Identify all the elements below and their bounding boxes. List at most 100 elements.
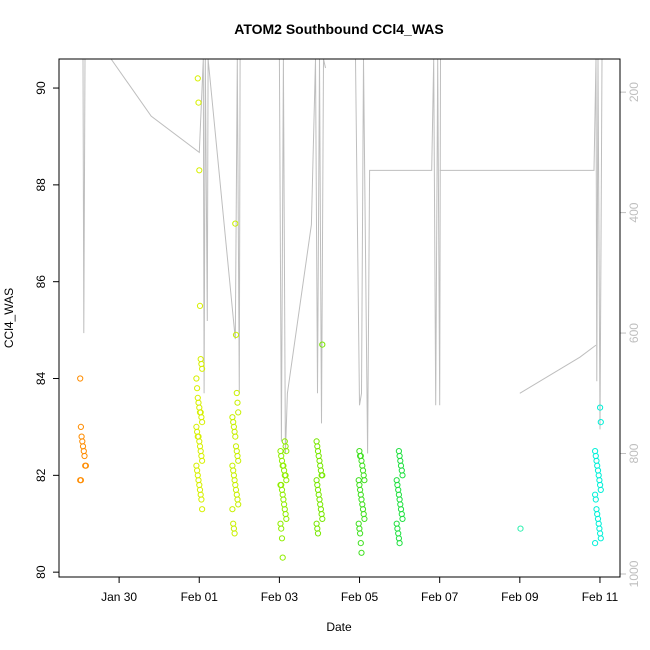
secondary-line-segment [82,58,86,334]
data-point [283,515,290,523]
data-point [229,414,236,421]
data-point [232,433,239,440]
data-point [229,506,236,513]
secondary-y-axis: 200 400 600 800 1000 [620,82,641,587]
data-point [277,448,284,455]
data-point [77,423,85,430]
data-point [592,496,599,503]
y-axis-label: CCl4_WAS [2,288,16,348]
secondary-line-segment [110,58,241,394]
x-tick-label: Feb 07 [421,590,459,604]
data-point [357,540,364,547]
data-point [77,477,85,484]
x-tick-label: Feb 09 [501,590,539,604]
y-tick-label: 80 [34,565,48,579]
data-point [195,99,202,106]
data-point [313,438,320,445]
data-point [314,530,322,537]
data-point [593,506,600,513]
data-point [393,520,400,527]
x-tick-label: Feb 03 [261,590,299,604]
data-point [319,341,326,348]
data-point [319,515,326,523]
data-point [361,515,368,523]
data-point [278,525,285,532]
data-point [230,520,237,527]
y-tick-label: 82 [34,468,48,482]
data-point [279,554,286,561]
x-tick-label: Feb 01 [181,590,219,604]
y2-tick-label: 400 [627,202,641,222]
data-point [232,331,240,338]
y-axis: 80 82 84 86 88 90 [34,81,59,579]
data-point [234,399,241,406]
data-point [517,525,524,532]
data-point [597,404,604,411]
data-point [319,472,326,479]
secondary-series-lines [82,58,603,454]
data-point [197,356,204,363]
x-axis: Jan 30 Feb 01 Feb 03 Feb 05 Feb 07 Feb 09 Feb … [101,576,619,604]
data-point [277,520,284,527]
y2-tick-label: 1000 [627,560,641,587]
data-point [194,385,201,392]
secondary-line-segment [271,58,326,454]
x-tick-label: Feb 05 [341,590,379,604]
data-point [82,462,90,469]
data-point [283,477,290,484]
data-point [399,515,406,523]
data-point [395,448,402,455]
y2-tick-label: 800 [627,443,641,463]
data-point [358,549,365,556]
plot-frame [58,58,621,578]
data-point [356,448,363,455]
data-point [283,448,290,455]
x-axis-label: Date [326,620,352,634]
data-point [361,477,368,484]
data-point [355,520,362,527]
data-point [232,220,239,227]
y-tick-label: 90 [34,81,48,95]
data-point [235,457,242,464]
data-point [199,506,206,513]
data-point [233,389,240,397]
x-tick-label: Feb 11 [582,590,619,604]
secondary-line-segment [355,58,441,454]
y-tick-label: 88 [34,178,48,192]
y2-tick-label: 200 [627,82,641,102]
data-point [196,167,203,174]
data-point [77,375,84,382]
secondary-line-segment [519,344,597,394]
data-point [597,419,604,426]
data-point [235,409,242,416]
data-point [199,457,206,464]
secondary-line-segment [439,58,603,430]
data-point [281,438,288,445]
data-point [81,452,88,460]
y2-tick-label: 600 [627,323,641,343]
data-point [231,530,238,537]
data-point [278,535,286,542]
data-point [194,75,201,82]
data-point [196,302,204,309]
chart-title: ATOM2 Southbound CCl4_WAS [234,21,443,37]
data-point [597,486,604,493]
y-tick-label: 84 [34,372,48,386]
data-point [396,540,403,547]
data-point [199,419,206,426]
data-point [357,530,364,537]
data-point [592,540,599,547]
data-point [198,496,205,503]
data-point [399,472,406,479]
data-point [199,365,206,372]
data-point [235,501,242,508]
data-point [592,448,599,455]
x-tick-label: Jan 30 [101,590,137,604]
data-point [313,520,320,527]
data-point [597,535,604,542]
data-point [193,375,200,382]
data-point [193,423,200,430]
y-tick-label: 86 [34,275,48,289]
data-points [77,75,604,561]
